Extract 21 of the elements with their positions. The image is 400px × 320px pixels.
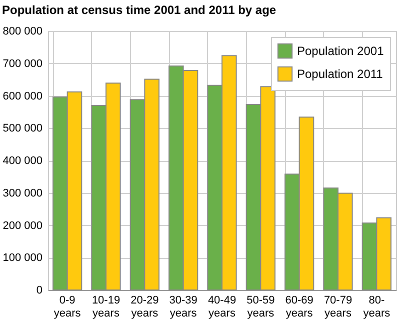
legend-label: Population 2011 [297, 67, 384, 81]
x-tick-label: 50-59 years [246, 294, 275, 320]
y-tick-label: 500 000 [2, 122, 42, 135]
y-tick-label: 100 000 [2, 252, 42, 264]
x-tick-label: 10-19 years [92, 294, 120, 320]
y-tick-label: 0 [36, 284, 42, 296]
x-tick-label: 80- years [363, 294, 391, 320]
x-tick-label: 70-79 years [324, 294, 352, 320]
x-tick-label: 30-39 years [169, 294, 198, 320]
y-tick-label: 200 000 [2, 220, 42, 232]
y-tick-label: 600 000 [2, 90, 42, 102]
y-tick-label: 700 000 [2, 58, 42, 70]
y-tick-label: 300 000 [2, 187, 42, 200]
x-tick-label: 0-9 years [54, 294, 82, 320]
y-tick-label: 800 000 [2, 26, 42, 38]
legend-label: Population 2001 [297, 44, 384, 58]
chart-title: Population at census time 2001 and 2011 by age [2, 3, 276, 17]
y-tick-label: 400 000 [2, 155, 42, 167]
x-tick-label: 40-49 years [208, 294, 236, 320]
x-tick-label: 60-69 years [285, 294, 314, 320]
x-tick-label: 20-29 years [130, 294, 159, 320]
